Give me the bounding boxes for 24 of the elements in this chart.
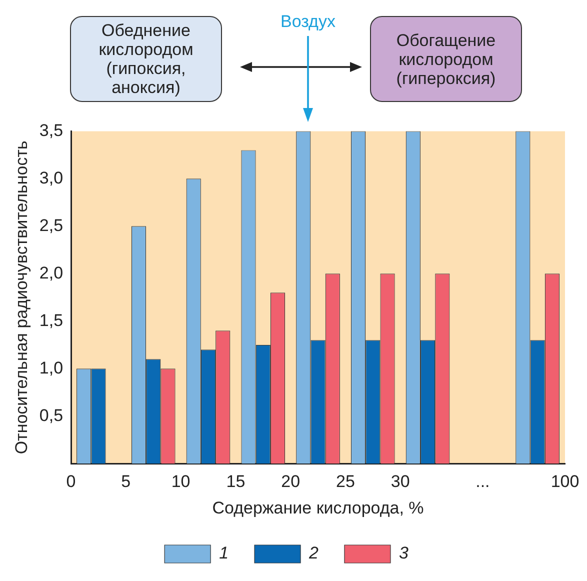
text: 25 [336, 472, 355, 491]
text: ... [476, 472, 490, 491]
text: Обеднение кислородом (гипоксия, аноксия) [70, 16, 222, 102]
text: 20 [281, 472, 300, 491]
y-tick-label: 2,0 [39, 263, 64, 282]
y-tick-label: 0,5 [39, 406, 64, 425]
legend-label: 2 [308, 544, 320, 563]
x-axis-title: Содержание кислорода, % [212, 498, 424, 518]
text: 5 [121, 472, 131, 491]
legend-label: 3 [398, 544, 409, 563]
y-tick-label: 1,0 [39, 358, 64, 378]
text: Воздух [280, 12, 336, 32]
text: 30 [390, 472, 410, 491]
text: 10 [171, 472, 190, 491]
y-axis-title: Относительная радиочувствительность [12, 140, 31, 454]
text: 0 [66, 472, 76, 491]
text: 15 [226, 472, 246, 491]
text: Обогащение кислородом (гипероксия) [370, 16, 522, 102]
y-tick-label: 1,5 [39, 310, 64, 330]
text: 100 [550, 472, 580, 491]
legend-label: 1 [219, 544, 229, 563]
y-tick-label: 2,5 [39, 216, 64, 235]
y-tick-label: 3,0 [39, 168, 64, 188]
y-tick-label: 3,5 [39, 120, 64, 140]
